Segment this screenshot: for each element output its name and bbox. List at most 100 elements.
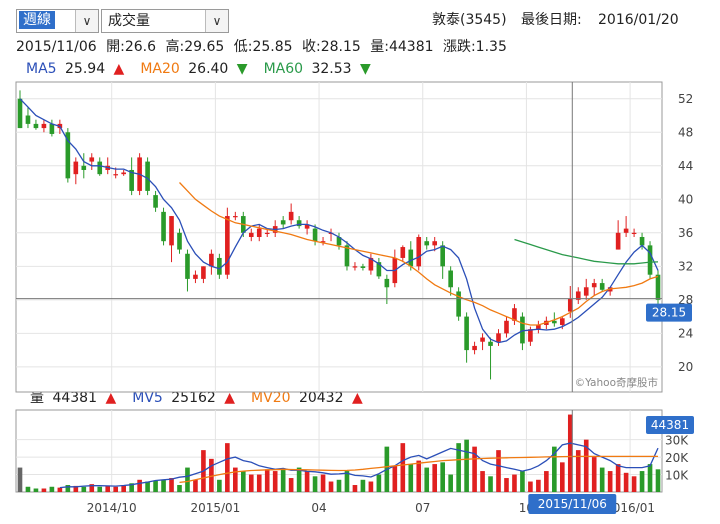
candle-body	[480, 337, 485, 342]
volume-legend-item-0: 量 44381 ▲	[30, 390, 120, 406]
candle-body	[655, 274, 661, 300]
ma20-line	[179, 182, 659, 326]
candle-body	[599, 283, 605, 290]
volume-bar	[344, 471, 350, 492]
candle-body	[129, 169, 134, 191]
candle-body	[17, 98, 23, 129]
volume-bar	[296, 467, 302, 492]
arrow-up-icon: ▲	[105, 390, 117, 406]
volume-bar	[647, 464, 653, 492]
stock-name: 敦泰(3545)	[432, 12, 507, 28]
volume-bar	[352, 485, 358, 492]
price-tick-label: 48	[678, 125, 693, 139]
volume-bar	[528, 481, 533, 492]
candle-body	[312, 228, 318, 242]
volume-bar	[552, 446, 557, 492]
candle-body	[145, 161, 150, 191]
volume-bar	[264, 469, 270, 492]
candle-body	[552, 320, 557, 324]
period-select-value: 週線	[19, 11, 55, 29]
price-tick-label: 28	[678, 293, 693, 307]
volume-bar	[17, 467, 23, 492]
ma5-line	[19, 98, 659, 344]
candle-body	[504, 320, 509, 334]
volume-bar	[209, 458, 214, 492]
period-select[interactable]: 週線 ∨	[16, 9, 99, 33]
volume-bar	[607, 471, 613, 492]
candle-body	[193, 274, 198, 279]
mv20-line	[179, 455, 658, 484]
volume-legend-item-value: 20432	[298, 390, 348, 406]
volume-bar	[225, 443, 230, 492]
volume-bar	[280, 469, 286, 492]
volume-bar	[424, 467, 430, 492]
candle-body	[65, 132, 71, 179]
candle-body	[567, 298, 573, 312]
candle-body	[280, 220, 286, 225]
price-tick-label: 20	[678, 360, 693, 374]
cursor-date-badge	[528, 494, 617, 514]
volume-tick-label: 20K	[665, 451, 689, 465]
candle-body	[464, 316, 469, 351]
volume-bar	[57, 487, 63, 492]
candle-body	[615, 232, 621, 250]
volume-bar	[145, 481, 150, 492]
candle-body	[121, 172, 126, 175]
volume-bar	[185, 467, 190, 492]
volume-legend-item-value: 25162	[171, 390, 221, 406]
candle-body	[520, 316, 525, 344]
price-tick-label: 52	[678, 92, 693, 106]
ma-legend-item-value: 32.53	[311, 61, 357, 77]
volume-bar	[432, 464, 438, 492]
volume-bar	[105, 485, 111, 492]
ma-legend-item-0: MA5 25.94 ▲	[26, 61, 128, 77]
candle-body	[440, 245, 445, 267]
candle-body	[264, 232, 270, 235]
candle-body	[153, 195, 158, 208]
candle-body	[185, 253, 190, 279]
volume-legend: 量 44381 ▲ MV5 25162 ▲ MV20 20432 ▲	[30, 390, 379, 406]
volume-legend-item-label: 量	[30, 390, 49, 406]
ma-legend-item-1: MA20 26.40 ▼	[140, 61, 251, 77]
volume-bar	[392, 465, 398, 492]
chevron-down-icon[interactable]: ∨	[75, 10, 98, 32]
volume-bar	[591, 457, 597, 492]
candle-body	[591, 283, 597, 288]
chevron-down-icon[interactable]: ∨	[205, 10, 228, 32]
volume-bar	[615, 464, 621, 492]
ma60-line	[514, 238, 659, 265]
arrow-up-icon: ▲	[351, 390, 363, 406]
volume-bar	[33, 488, 39, 492]
arrow-up-icon: ▲	[113, 61, 125, 77]
indicator-select[interactable]: 成交量 ∨	[101, 9, 229, 33]
ma-legend-item-label: MA60	[263, 61, 308, 77]
candle-body	[161, 211, 166, 242]
volume-bar	[129, 483, 134, 492]
price-tick-label: 32	[678, 259, 693, 273]
candle-body	[336, 237, 342, 246]
ma-legend: MA5 25.94 ▲ MA20 26.40 ▼ MA60 32.53 ▼	[26, 61, 387, 77]
volume-bar	[169, 478, 174, 492]
volume-legend-item-label: MV20	[251, 390, 295, 406]
candle-body	[201, 266, 206, 279]
volume-bar	[49, 486, 55, 492]
volume-bar	[256, 474, 262, 492]
volume-bar	[368, 481, 374, 492]
candle-body	[376, 262, 382, 277]
ma-legend-item-value: 26.40	[188, 61, 233, 77]
volume-bar	[25, 486, 31, 492]
volume-tick-label: 10K	[665, 469, 689, 483]
volume-bar	[153, 480, 158, 492]
candle-body	[472, 345, 477, 351]
ma-legend-item-label: MA20	[140, 61, 185, 77]
volume-bar	[400, 443, 406, 492]
volume-bar	[193, 479, 198, 492]
date-tick-label: 2014/10	[87, 501, 137, 515]
candle-body	[623, 228, 629, 233]
price-tick-label: 40	[678, 192, 693, 206]
candle-body	[288, 211, 294, 221]
candle-body	[631, 232, 637, 235]
volume-bar	[544, 471, 549, 492]
